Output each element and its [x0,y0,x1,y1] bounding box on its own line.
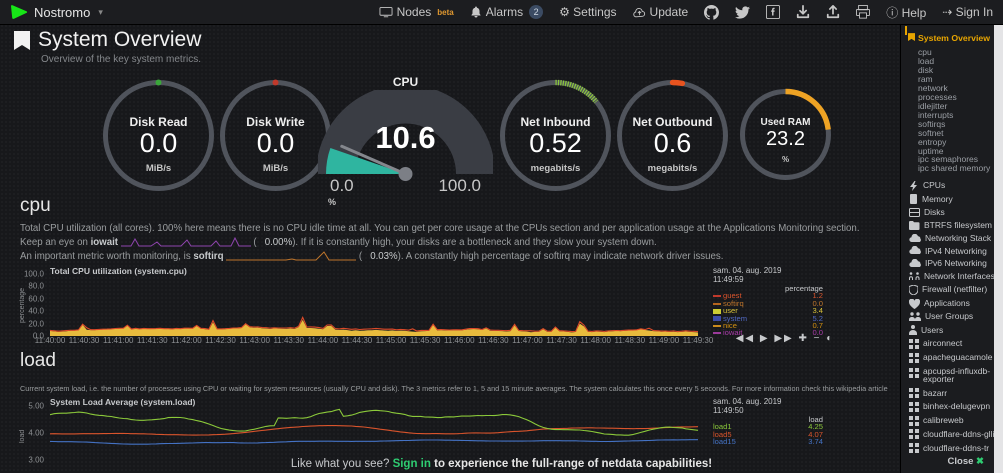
svg-text:0.0: 0.0 [330,176,354,194]
svg-text:10.6: 10.6 [375,120,435,155]
svg-text:100.0: 100.0 [438,176,481,194]
